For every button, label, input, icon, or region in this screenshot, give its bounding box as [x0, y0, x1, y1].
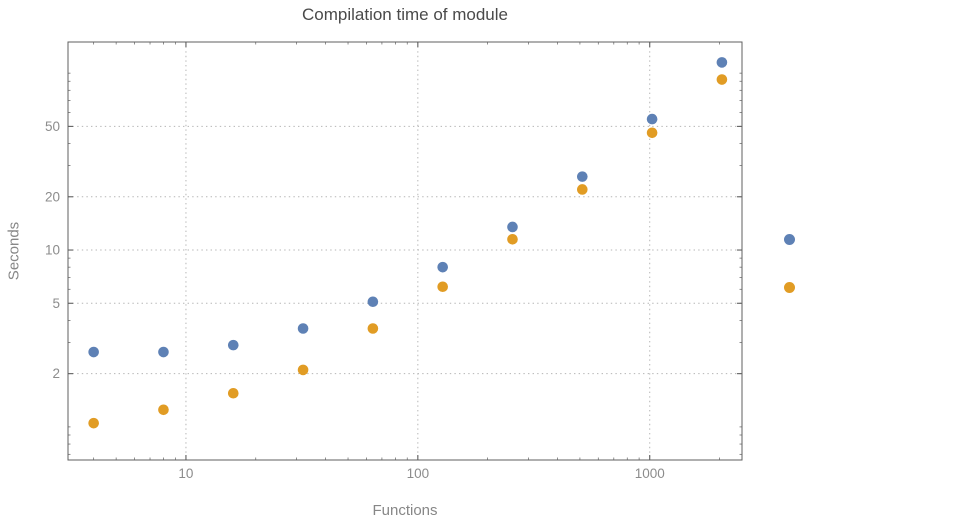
- legend-marker-icon: [784, 282, 795, 293]
- data-point-series-2: [437, 281, 448, 293]
- data-point-series-2: [367, 323, 379, 334]
- data-point-series-1: [577, 171, 588, 182]
- y-tick-label: 10: [45, 243, 60, 258]
- chart-title: Compilation time of module: [302, 5, 508, 24]
- y-tick-label: 20: [45, 189, 60, 204]
- data-point-series-1: [88, 346, 99, 358]
- data-point-series-1: [227, 339, 239, 351]
- data-point-series-1: [367, 296, 379, 308]
- data-point-series-2: [88, 417, 99, 429]
- data-point-series-2: [507, 233, 518, 245]
- x-tick-label: 100: [407, 466, 430, 481]
- data-point-series-2: [227, 387, 239, 399]
- data-point-series-2: [297, 364, 309, 376]
- y-tick-label: 50: [45, 119, 60, 134]
- plot-frame: [67, 41, 743, 461]
- data-point-series-1: [507, 221, 518, 233]
- data-point-series-2: [646, 127, 658, 139]
- data-point-series-2: [577, 184, 588, 195]
- legend-entry: [784, 234, 803, 245]
- data-point-series-2: [716, 74, 728, 85]
- legend-marker-icon: [784, 234, 795, 245]
- y-axis-label: Seconds: [5, 221, 23, 281]
- x-tick-label: 1000: [635, 466, 665, 481]
- data-point-series-1: [646, 113, 658, 125]
- data-point-series-1: [297, 323, 309, 334]
- data-point-series-1: [716, 57, 728, 68]
- y-tick-label: 2: [52, 366, 60, 381]
- x-axis-label: Functions: [372, 502, 438, 519]
- y-tick-label: 5: [52, 296, 60, 311]
- legend-entry: [784, 282, 803, 293]
- data-point-series-1: [158, 346, 169, 358]
- data-point-series-1: [437, 261, 448, 273]
- data-point-series-2: [158, 404, 169, 416]
- plot-legend: [784, 234, 803, 293]
- x-tick-label: 10: [178, 466, 193, 481]
